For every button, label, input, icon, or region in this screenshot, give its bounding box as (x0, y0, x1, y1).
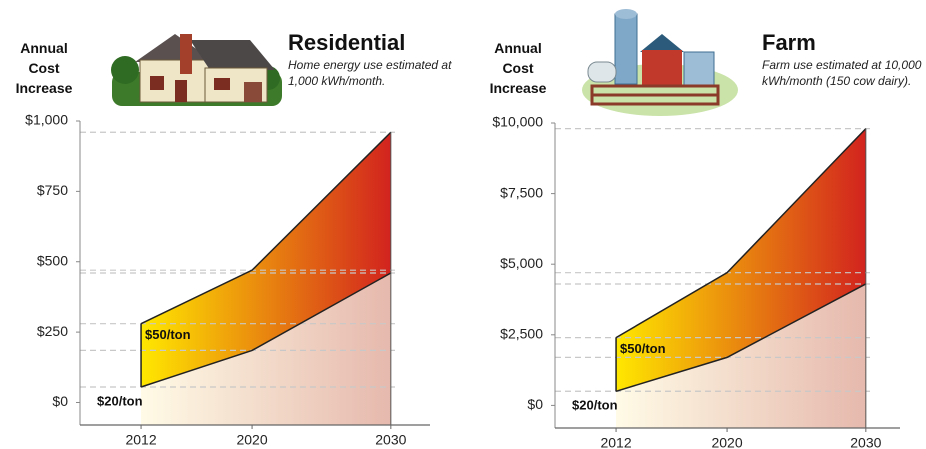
x-tick-label: 2012 (600, 435, 631, 449)
chart-title: Farm (762, 30, 816, 55)
series-label: $20/ton (97, 393, 143, 408)
series-line (140, 272, 392, 388)
y-tick-label: $10,000 (492, 114, 543, 130)
y-tick-label: $250 (37, 323, 68, 339)
series-label: $20/ton (572, 398, 618, 413)
series-line (615, 283, 867, 393)
y-tick-label: $2,500 (500, 326, 543, 342)
x-tick-label: 2030 (375, 432, 406, 448)
x-tick-label: 2030 (850, 435, 881, 449)
series-label: $50/ton (620, 341, 666, 356)
chart-subtitle: Home energy use estimated at 1,000 kWh/m… (288, 58, 452, 88)
y-tick-label: $750 (37, 182, 68, 198)
y-axis-label: Annual Cost Increase (15, 40, 73, 96)
y-tick-label: $500 (37, 252, 68, 268)
y-tick-label: $0 (52, 393, 68, 409)
area-fill (616, 283, 866, 428)
chart-title: Residential (288, 30, 406, 55)
x-tick-label: 2020 (711, 435, 742, 449)
x-tick-label: 2020 (236, 432, 267, 448)
y-axis-label: Annual Cost Increase (489, 40, 547, 96)
y-tick-label: $0 (527, 396, 543, 412)
chart-subtitle: Farm use estimated at 10,000 kWh/month (… (762, 58, 922, 88)
farm-icon (582, 9, 738, 116)
series-line (615, 128, 867, 339)
series-line (140, 131, 392, 325)
y-tick-label: $7,500 (500, 184, 543, 200)
house-icon (111, 34, 282, 106)
y-tick-label: $1,000 (25, 112, 68, 128)
y-tick-label: $5,000 (500, 255, 543, 271)
series-label: $50/ton (145, 327, 191, 342)
x-tick-label: 2012 (125, 432, 156, 448)
